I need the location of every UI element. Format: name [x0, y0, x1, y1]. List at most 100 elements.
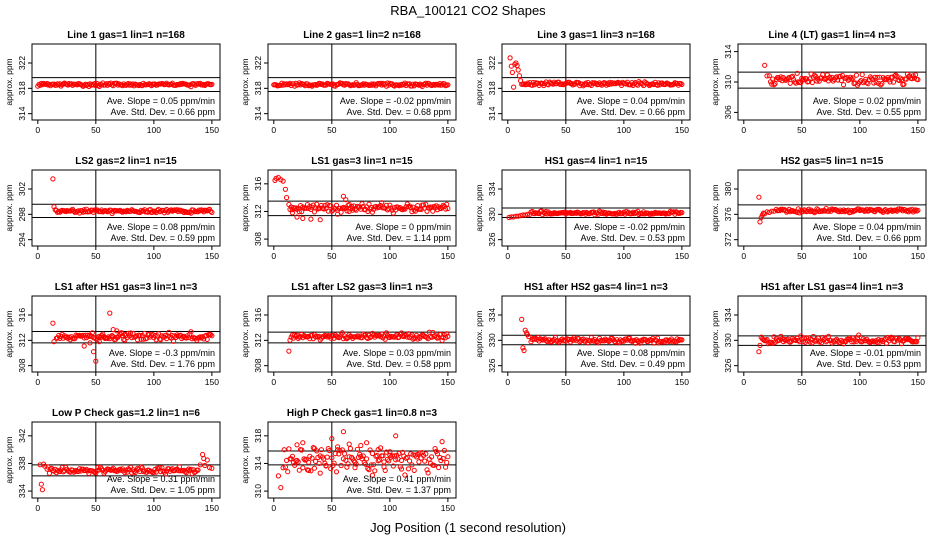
- data-point: [569, 81, 575, 87]
- data-point: [866, 207, 872, 213]
- data-point: [340, 336, 346, 342]
- x-tick-label: 150: [441, 251, 455, 261]
- data-point: [445, 82, 451, 88]
- data-point: [273, 175, 279, 181]
- data-point: [367, 447, 373, 453]
- data-point: [346, 208, 352, 214]
- data-point: [294, 214, 300, 220]
- x-tick-label: 50: [797, 251, 807, 261]
- data-point: [904, 207, 911, 214]
- panel-14: High P Check gas=1 lin=0.8 n=3 0 50 100 150 3…: [240, 408, 457, 513]
- y-tick-label: 316: [17, 308, 27, 322]
- data-point: [324, 454, 330, 460]
- data-point: [209, 465, 215, 471]
- data-point: [378, 445, 384, 451]
- panel-11: HS1 after HS2 gas=4 lin=1 n=3 0 50 100 150 32…: [474, 282, 691, 387]
- slope-annotation: Ave. Slope = 0.04 ppm/min: [577, 96, 685, 106]
- x-tick-label: 150: [441, 503, 455, 513]
- data-point: [340, 193, 346, 199]
- plot-frame: [267, 295, 457, 373]
- data-point: [306, 459, 312, 465]
- data-point: [663, 81, 669, 87]
- data-point: [623, 336, 629, 342]
- data-point: [136, 82, 142, 89]
- data-point: [382, 467, 388, 473]
- data-point: [812, 210, 818, 216]
- data-point: [423, 201, 429, 207]
- x-tick-label: 100: [383, 503, 397, 513]
- data-point: [209, 333, 215, 339]
- x-tick-label: 0: [35, 251, 40, 261]
- data-point: [853, 72, 860, 78]
- plot-frame: [267, 43, 457, 121]
- y-tick-label: 294: [17, 232, 27, 246]
- data-point: [295, 459, 301, 465]
- data-point: [841, 82, 847, 88]
- panel-title: HS2 gas=5 lin=1 n=15: [781, 156, 884, 167]
- data-point: [390, 463, 396, 469]
- data-point: [304, 467, 311, 473]
- data-point: [135, 337, 141, 343]
- data-point: [812, 72, 818, 78]
- x-tick-label: 150: [675, 377, 689, 387]
- data-point: [332, 451, 338, 457]
- data-point: [846, 335, 853, 341]
- data-point: [284, 195, 290, 201]
- data-point: [915, 77, 921, 83]
- y-tick-label: 380: [723, 182, 733, 196]
- x-tick-label: 0: [741, 251, 746, 261]
- data-point: [383, 449, 389, 455]
- data-point: [444, 331, 450, 337]
- data-point: [330, 333, 336, 339]
- data-point: [439, 439, 445, 445]
- data-point: [371, 462, 377, 468]
- data-point: [781, 76, 788, 82]
- panel-6: LS1 gas=3 lin=1 n=15 0 50 100 150 308 312 316ap…: [240, 156, 457, 261]
- data-point: [756, 349, 762, 355]
- data-point: [860, 207, 866, 213]
- data-point: [280, 465, 286, 471]
- data-point: [331, 460, 337, 466]
- data-point: [285, 469, 291, 475]
- data-point: [336, 451, 342, 457]
- data-point: [81, 335, 87, 341]
- panel-title: LS2 gas=2 lin=1 n=15: [75, 156, 177, 167]
- y-axis-label: approx. ppm: [4, 58, 14, 105]
- data-point: [404, 454, 410, 460]
- panel-title: High P Check gas=1 lin=0.8 n=3: [287, 408, 438, 419]
- data-point: [789, 73, 796, 80]
- x-tick-label: 0: [35, 503, 40, 513]
- data-point: [781, 336, 788, 342]
- data-point: [816, 78, 822, 84]
- data-point: [94, 337, 100, 343]
- data-point: [51, 204, 57, 210]
- data-point: [311, 465, 317, 471]
- data-point: [368, 462, 374, 468]
- data-point: [609, 80, 615, 86]
- data-point: [679, 81, 685, 88]
- y-tick-label: 326: [487, 358, 497, 372]
- panel-title: LS1 after LS2 gas=3 lin=1 n=3: [291, 282, 433, 293]
- data-point: [440, 334, 446, 341]
- data-point: [189, 336, 195, 342]
- slope-annotation: Ave. Slope = 0 ppm/min: [355, 222, 451, 232]
- data-point: [850, 75, 856, 81]
- y-tick-label: 308: [253, 232, 263, 246]
- data-points: [50, 310, 215, 364]
- data-point: [839, 208, 846, 214]
- x-tick-label: 50: [91, 251, 101, 261]
- x-tick-label: 150: [675, 125, 689, 135]
- data-point: [316, 460, 322, 466]
- y-tick-label: 308: [253, 358, 263, 372]
- data-point: [863, 208, 869, 214]
- data-point: [340, 204, 346, 210]
- data-point: [294, 442, 300, 448]
- data-point: [50, 320, 56, 326]
- data-point: [359, 201, 365, 207]
- data-point: [289, 453, 295, 459]
- plot-frame: [737, 169, 927, 247]
- y-tick-label: 376: [723, 207, 733, 221]
- y-axis-label: approx. ppm: [474, 310, 484, 357]
- data-point: [159, 465, 165, 471]
